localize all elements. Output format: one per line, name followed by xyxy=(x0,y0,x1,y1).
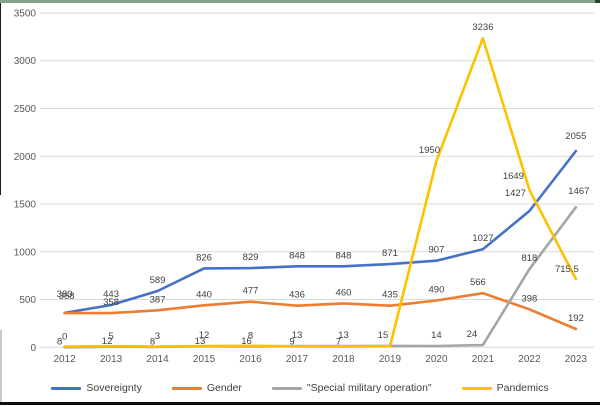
data-label-2-2: 3 xyxy=(155,331,160,342)
data-label-1-4: 477 xyxy=(243,286,259,297)
data-label-3-11: 715.5 xyxy=(555,264,579,275)
legend-swatch-icon xyxy=(51,386,82,390)
x-axis-tick-label: 2016 xyxy=(239,354,262,365)
y-axis-tick-label: 3000 xyxy=(14,56,37,67)
window-edge-left xyxy=(0,3,1,195)
y-axis-tick-label: 0 xyxy=(30,343,36,354)
series-line-0 xyxy=(63,149,578,315)
data-label-1-3: 440 xyxy=(196,289,212,300)
data-label-2-4: 8 xyxy=(248,331,253,342)
data-label-2-6: 13 xyxy=(338,330,349,341)
data-label-1-0: 358 xyxy=(59,291,75,302)
data-label-0-6: 848 xyxy=(336,250,352,261)
x-axis-tick-label: 2022 xyxy=(518,354,541,365)
legend-swatch-icon xyxy=(271,386,302,390)
x-axis-tick-label: 2020 xyxy=(425,354,448,365)
data-label-1-5: 436 xyxy=(289,290,305,301)
x-axis-tick-label: 2014 xyxy=(146,354,169,365)
series-line-2 xyxy=(63,205,578,349)
data-label-2-3: 12 xyxy=(199,330,210,341)
x-axis-tick-label: 2012 xyxy=(53,354,76,365)
data-label-0-10: 1427 xyxy=(505,188,526,199)
y-axis-tick-label: 1500 xyxy=(14,200,37,211)
legend-swatch-icon xyxy=(461,386,492,390)
data-label-0-4: 829 xyxy=(243,252,259,263)
data-label-0-1: 443 xyxy=(103,289,119,300)
legend-label: Sovereignty xyxy=(86,382,142,394)
data-label-0-7: 871 xyxy=(382,248,398,259)
x-axis-tick-label: 2018 xyxy=(332,354,355,365)
data-label-1-6: 460 xyxy=(336,287,352,298)
data-label-0-2: 589 xyxy=(150,275,166,286)
data-label-2-1: 5 xyxy=(108,331,113,342)
data-label-2-8: 14 xyxy=(431,330,442,341)
y-axis-tick-label: 3500 xyxy=(14,8,37,19)
x-axis-tick-label: 2023 xyxy=(565,354,588,365)
data-label-3-10: 1649 xyxy=(503,171,524,182)
legend-label: "Special military operation" xyxy=(306,382,432,394)
data-label-0-3: 826 xyxy=(196,252,212,263)
y-axis-tick-label: 2500 xyxy=(14,104,37,115)
data-label-1-11: 192 xyxy=(568,313,584,324)
window-edge-left-lower xyxy=(0,330,2,403)
x-axis-tick-label: 2015 xyxy=(193,354,216,365)
legend-swatch-icon xyxy=(171,386,202,390)
data-label-3-6: 7 xyxy=(336,337,341,348)
data-label-0-0: 360 xyxy=(57,289,73,300)
x-axis-tick-label: 2017 xyxy=(286,354,309,365)
data-label-3-8: 1950 xyxy=(419,145,440,156)
legend-item-3: Pandemics xyxy=(461,382,549,394)
data-label-3-9: 3236 xyxy=(472,22,493,33)
data-label-3-5: 9 xyxy=(289,336,294,347)
data-label-1-9: 566 xyxy=(470,277,486,288)
window-edge-top xyxy=(0,0,600,3)
legend-item-1: Gender xyxy=(171,382,242,394)
legend-label: Pandemics xyxy=(496,382,549,394)
x-axis-tick-label: 2013 xyxy=(100,354,123,365)
y-axis-tick-label: 2000 xyxy=(14,152,37,163)
y-axis-tick-label: 500 xyxy=(19,295,36,306)
chart-legend: Sovereignty Gender "Special military opera… xyxy=(0,378,600,398)
data-label-2-0: 0 xyxy=(62,331,67,342)
window-edge-bottom xyxy=(0,402,600,405)
y-axis-tick-label: 1000 xyxy=(14,247,37,258)
data-label-1-10: 398 xyxy=(521,293,537,304)
legend-item-2: "Special military operation" xyxy=(271,382,432,394)
data-label-3-3: 13 xyxy=(195,336,206,347)
data-label-0-11: 2055 xyxy=(565,131,586,142)
series-line-1 xyxy=(63,291,578,331)
data-label-1-2: 387 xyxy=(150,294,166,305)
window-edge-top-corner xyxy=(595,0,600,3)
data-label-1-7: 435 xyxy=(382,290,398,301)
data-label-1-1: 358 xyxy=(103,297,119,308)
series-line-3 xyxy=(63,36,578,348)
data-label-2-11: 1467 xyxy=(568,186,589,197)
data-label-3-4: 16 xyxy=(241,336,252,347)
data-label-3-0: 8 xyxy=(57,337,62,348)
x-axis-tick-label: 2019 xyxy=(379,354,402,365)
data-label-2-9: 24 xyxy=(467,329,478,340)
legend-label: Gender xyxy=(206,382,242,394)
data-label-2-7: 15 xyxy=(378,330,389,341)
legend-item-0: Sovereignty xyxy=(51,382,142,394)
data-label-2-5: 13 xyxy=(292,330,303,341)
x-axis-tick-label: 2021 xyxy=(472,354,495,365)
data-label-0-5: 848 xyxy=(289,250,305,261)
line-chart-canvas: 0 500 1000 1500 2000 2500 3000 3500 2012 2013 2014… xyxy=(14,8,594,365)
data-label-2-10: 818 xyxy=(521,253,537,264)
data-label-3-2: 8 xyxy=(150,337,155,348)
data-label-0-8: 907 xyxy=(429,245,445,256)
data-label-3-1: 12 xyxy=(102,336,113,347)
data-label-1-8: 490 xyxy=(429,284,445,295)
data-label-0-9: 1027 xyxy=(472,233,493,244)
